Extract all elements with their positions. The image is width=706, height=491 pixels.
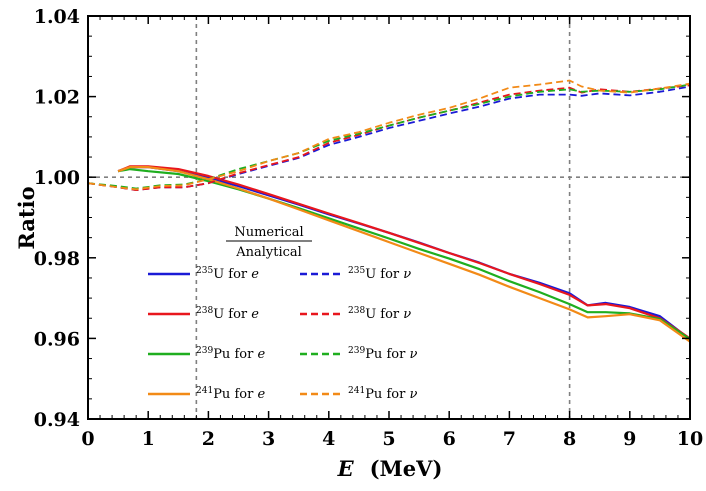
reference-lines [88, 16, 690, 419]
x-tick-label: 7 [503, 428, 516, 450]
legend-items: 235U for e 238U for e 239Pu for e 241Pu for… [148, 266, 417, 402]
legend-heading-denominator: Analytical [235, 245, 302, 260]
y-tick-label: 0.94 [34, 409, 80, 431]
y-tick-label: 1.00 [34, 167, 80, 189]
x-tick-label: 3 [262, 428, 275, 450]
legend: Numerical Analytical 235U for e 238U for … [148, 225, 417, 402]
series-line-241pu-neutrino [87, 79, 691, 191]
series-line-241pu-electron [117, 166, 691, 343]
legend-label: 239Pu for e [196, 346, 265, 362]
series-layer [87, 79, 691, 343]
x-tick-label: 5 [382, 428, 395, 450]
x-tick-label: 4 [322, 428, 335, 450]
tick-labels: 0 1 2 3 4 5 6 7 8 9 10 0.94 0.96 0.98 1.00 1.02 1.04 [34, 6, 704, 450]
x-tick-label: 9 [623, 428, 636, 450]
x-tick-label: 8 [563, 428, 576, 450]
legend-label: 235U for e [196, 266, 259, 282]
series-line-238u-electron [117, 165, 691, 340]
legend-label: 238U for e [196, 306, 259, 322]
x-tick-label: 1 [142, 428, 155, 450]
legend-heading-numerator: Numerical [234, 225, 303, 240]
x-axis-variable: E [337, 456, 355, 481]
legend-label: 241Pu for ν [348, 386, 417, 402]
x-axis-unit: (MeV) [370, 456, 443, 481]
y-tick-label: 1.04 [34, 6, 80, 28]
x-tick-label: 2 [202, 428, 215, 450]
legend-label: 239Pu for ν [348, 346, 417, 362]
series-line-239pu-electron [117, 168, 691, 341]
y-axis-title: Ratio [14, 186, 39, 249]
plot-frame [87, 15, 691, 420]
x-tick-label: 10 [677, 428, 703, 450]
legend-label: 241Pu for e [196, 386, 265, 402]
y-tick-label: 0.96 [34, 328, 80, 350]
legend-label: 235U for ν [348, 266, 411, 282]
x-tick-label: 6 [443, 428, 456, 450]
y-tick-label: 1.02 [34, 87, 80, 109]
y-tick-label: 0.98 [34, 248, 80, 270]
x-axis-title: E (MeV) [337, 456, 443, 481]
x-tick-label: 0 [81, 428, 94, 450]
legend-label: 238U for ν [348, 306, 411, 322]
